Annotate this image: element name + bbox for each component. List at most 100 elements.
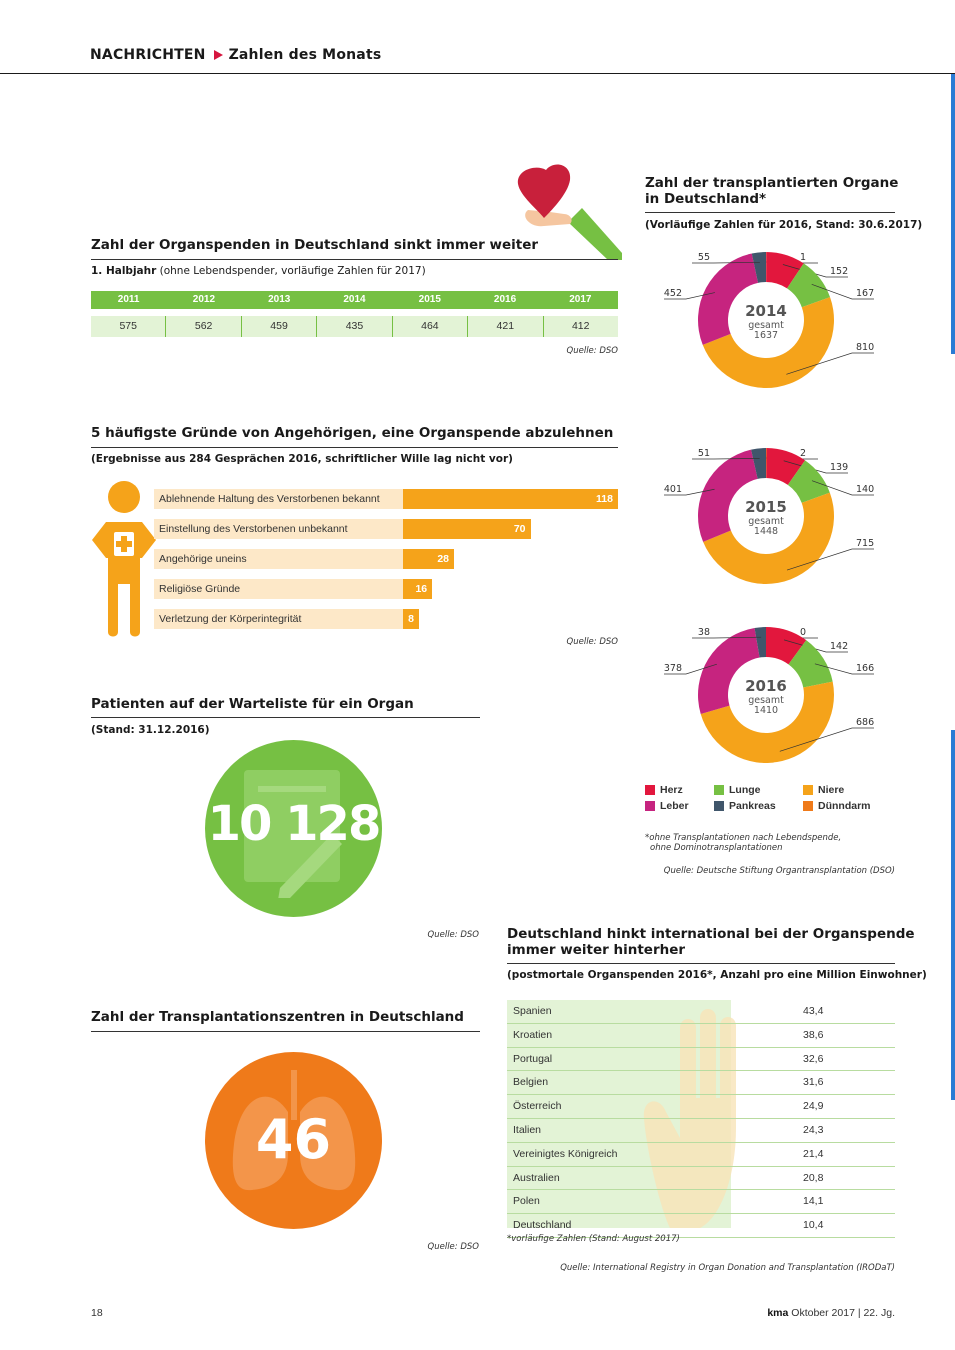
page-edge-bar [951,730,955,1100]
leader-line [664,292,715,300]
reasons-title: 5 häufigste Gründe von Angehörigen, eine… [91,425,614,441]
donut-slice-lunge [787,460,830,503]
reason-bar: 118 [403,489,618,509]
reason-label: Angehörige uneins [154,549,403,569]
donut-slice-pankreas [754,627,766,658]
donut-slice-herz [766,627,807,665]
slice-value-label: 142 [830,641,848,652]
reason-bar: 16 [403,579,433,599]
country-value: 14,1 [803,1195,824,1208]
transplant-donut-charts: 1152167810452552014gesamt163721391407154… [664,252,874,763]
donut-slice-leber [698,253,759,345]
donut-slice-herz [766,448,806,485]
title-divider [91,447,618,448]
centers-number: 46 [255,1108,332,1171]
leader-line [782,264,848,278]
table-row: Australien 20,8 [507,1167,895,1191]
donut-total: 1637 [754,330,778,341]
donut-slice-leber [698,627,760,714]
legend-swatch [714,785,724,795]
source-note: Quelle: Deutsche Stiftung Organtransplan… [663,866,895,876]
page-number: 18 [91,1307,103,1319]
value-cell: 421 [467,316,542,337]
organ-donations-title: Zahl der Organspenden in Deutschland sin… [91,237,539,253]
legend-swatch [803,801,813,811]
title-line-1: Zahl der transplantierten Organe [645,175,899,191]
slice-value-label: 166 [856,663,874,674]
legend-item: Leber [645,800,689,812]
value-cell: 575 [119,320,137,332]
table-row: Portugal 32,6 [507,1048,895,1072]
country-value: 38,6 [803,1028,824,1041]
reason-bar: 8 [403,609,419,629]
leader-line [786,352,874,375]
legend-item: Lunge [714,784,761,796]
country-value: 21,4 [803,1147,824,1160]
source-note: Quelle: DSO [566,637,618,647]
donut-total: 1410 [754,705,778,716]
leader-line [692,458,760,460]
legend-item: Dünndarm [803,800,871,812]
country-value: 10,4 [803,1219,824,1232]
slice-value-label: 378 [664,663,682,674]
legend-swatch [645,785,655,795]
leader-line [811,480,874,496]
donut-hole [729,658,803,732]
waitlist-number: 10 128 [207,796,382,852]
footnote-line-2: ohne Dominotransplantationen [650,843,783,853]
source-note: Quelle: DSO [427,1242,479,1252]
title-divider [91,259,618,260]
donut-year: 2015 [745,498,787,516]
slice-value-label: 715 [856,538,874,549]
year-cell: 2012 [192,294,216,305]
slice-value-label: 55 [698,252,710,263]
waitlist-title: Patienten auf der Warteliste für ein Org… [91,696,414,712]
leader-line [664,663,717,675]
leader-line [664,488,715,496]
source-note: Quelle: DSO [427,930,479,940]
title-line-2: in Deutschland* [645,191,767,207]
issue-info: kma Oktober 2017 | 22. Jg. [767,1307,895,1319]
international-subtitle: (postmortale Organspenden 2016*, Anzahl … [507,969,927,981]
donut-slice-niere [700,681,834,763]
donut-slice-niere [703,492,835,585]
leader-line [783,460,848,474]
legend-item: Pankreas [714,800,776,812]
value-cell: 459 [240,316,316,337]
section-header: NACHRICHTEN Zahlen des Monats [90,47,381,63]
slice-value-label: 167 [856,288,874,299]
country-value: 20,8 [803,1171,824,1184]
international-title: Deutschland hinkt international bei der … [507,926,915,958]
donut-slice-lunge [788,640,833,688]
legend-label: Pankreas [729,800,776,812]
slice-value-label: 2 [800,448,806,459]
slice-value-label: 51 [698,448,710,459]
legend-label: Lunge [729,784,761,796]
country-name: Italien [513,1123,542,1136]
slice-value-label: 152 [830,266,848,277]
legend-label: Leber [660,800,689,812]
value-cell: 464 [391,316,467,337]
person-icon [92,481,156,637]
footnote-line-1: *ohne Transplantationen nach Lebendspend… [645,833,842,843]
header-divider [0,73,955,74]
value-cell: 412 [542,316,618,337]
country-name: Spanien [513,1005,552,1017]
table-row: Polen 14,1 [507,1190,895,1215]
donut-slice-lunge [787,263,831,308]
table-row: Österreich 24,9 [507,1095,895,1119]
reasons-subtitle: (Ergebnisse aus 284 Gesprächen 2016, sch… [91,453,513,465]
table-row: Deutschland 10,4 [507,1214,895,1238]
slice-value-label: 1 [800,252,806,263]
leader-line [779,727,874,752]
country-name: Belgien [513,1076,549,1089]
leader-line [811,283,874,300]
legend-swatch [803,785,813,795]
lungs-icon [232,1070,356,1191]
year-cell: 2016 [493,294,517,305]
country-value: 24,3 [803,1123,824,1136]
legend-swatch [714,801,724,811]
reason-label: Religiöse Gründe [154,579,403,599]
slice-value-label: 38 [698,627,710,638]
country-name: Kroatien [513,1028,553,1041]
